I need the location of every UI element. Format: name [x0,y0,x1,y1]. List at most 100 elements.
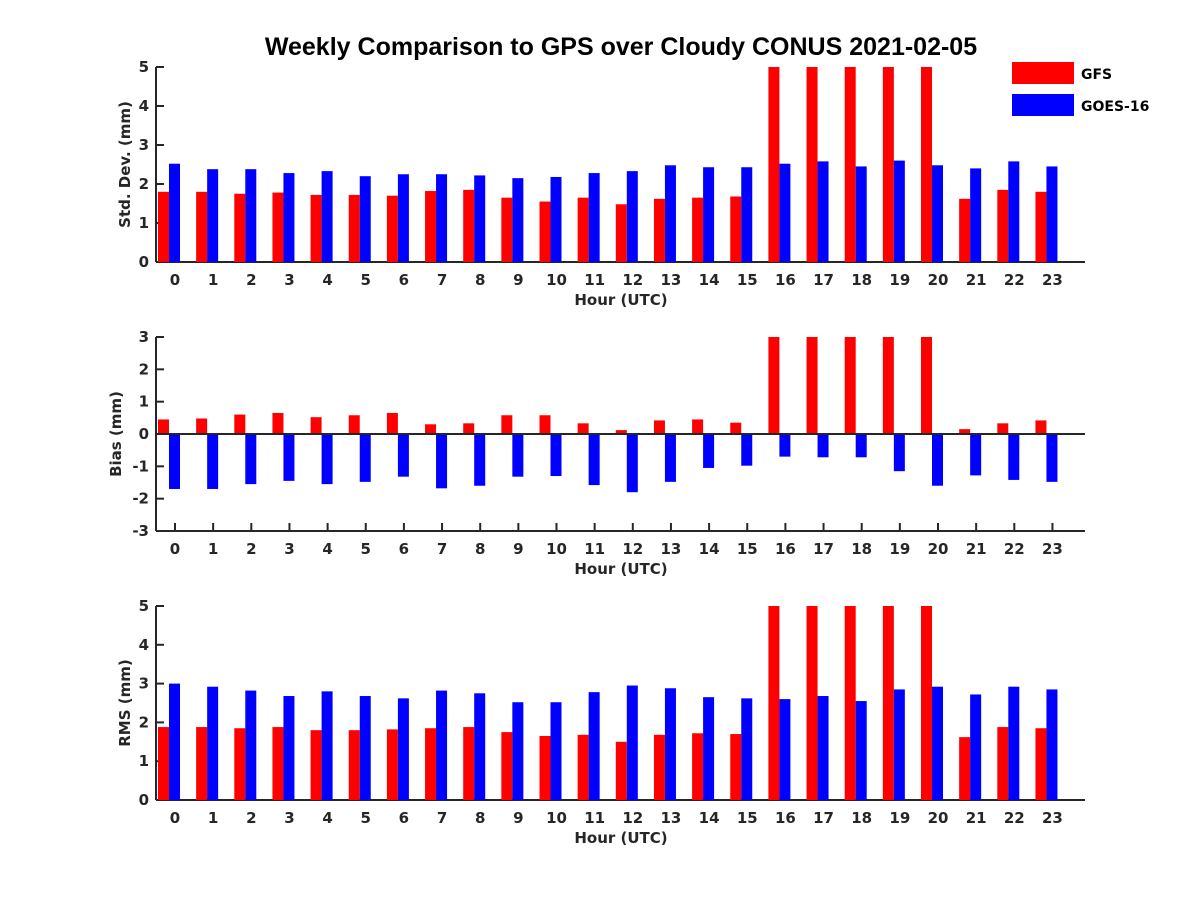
bar-gfs-hour-19 [882,67,894,262]
bar-gfs-hour-6 [386,195,398,262]
x-tick-label: 12 [622,809,643,827]
bar-goes16-hour-9 [512,434,524,477]
bar-gfs-hour-13 [653,420,665,434]
bar-gfs-hour-23 [1035,728,1047,800]
bar-gfs-hour-14 [692,733,704,800]
x-tick-label: 19 [889,540,910,558]
bar-goes16-hour-5 [359,434,371,482]
bar-goes16-hour-11 [588,692,600,800]
bar-goes16-hour-21 [970,168,982,262]
bar-goes16-hour-22 [1008,686,1020,800]
bar-goes16-hour-8 [474,175,486,262]
bar-gfs-hour-7 [425,191,437,262]
bar-gfs-hour-9 [501,415,513,434]
x-tick-label: 20 [928,809,949,827]
bar-gfs-hour-15 [730,196,742,262]
x-tick-label: 0 [170,271,180,289]
x-tick-label: 9 [513,540,523,558]
y-tick-label: 0 [139,425,149,443]
bar-gfs-hour-16 [768,67,780,262]
x-tick-label: 20 [928,271,949,289]
bar-gfs-hour-4 [310,730,322,800]
bar-gfs-hour-14 [692,197,704,262]
bar-goes16-hour-16 [779,434,791,457]
bar-gfs-hour-9 [501,732,513,800]
bar-gfs-hour-15 [730,734,742,800]
x-tick-label: 20 [928,540,949,558]
x-tick-label: 7 [437,540,447,558]
bar-goes16-hour-21 [970,694,982,800]
x-tick-label: 2 [246,271,256,289]
x-tick-label: 10 [546,540,567,558]
bar-goes16-hour-10 [550,434,562,477]
x-tick-label: 16 [775,809,796,827]
x-tick-label: 13 [661,271,682,289]
x-tick-label: 14 [699,271,720,289]
x-tick-label: 5 [361,271,371,289]
bar-gfs-hour-6 [386,412,398,434]
bar-gfs-hour-12 [615,430,627,434]
bar-goes16-hour-12 [626,434,638,493]
chart-title: Weekly Comparison to GPS over Cloudy CON… [265,33,977,61]
x-tick-label: 6 [399,540,409,558]
bar-goes16-hour-6 [397,698,409,800]
x-tick-label: 12 [622,271,643,289]
bar-goes16-hour-11 [588,173,600,262]
bar-goes16-hour-6 [397,174,409,262]
y-tick-label: -3 [132,522,149,540]
bar-gfs-hour-13 [653,734,665,800]
bar-goes16-hour-2 [245,434,257,485]
bar-goes16-hour-7 [436,434,448,489]
x-tick-label: 8 [475,540,485,558]
bar-goes16-hour-7 [436,174,448,262]
bar-goes16-hour-19 [893,160,905,262]
x-tick-label: 5 [361,809,371,827]
x-tick-label: 3 [284,809,294,827]
bar-goes16-hour-12 [626,171,638,262]
x-tick-label: 15 [737,809,758,827]
bar-gfs-hour-9 [501,197,513,262]
x-tick-label: 18 [851,540,872,558]
bar-goes16-hour-8 [474,434,486,486]
bar-gfs-hour-10 [539,415,551,434]
bar-gfs-hour-12 [615,741,627,800]
bar-gfs-hour-1 [196,418,208,434]
x-tick-label: 23 [1042,809,1063,827]
x-tick-label: 6 [399,809,409,827]
bar-goes16-hour-4 [321,691,333,800]
x-tick-label: 9 [513,809,523,827]
bar-gfs-hour-1 [196,191,208,262]
y-tick-label: 4 [139,97,149,115]
x-tick-label: 3 [284,271,294,289]
bar-goes16-hour-22 [1008,161,1020,262]
x-tick-label: 19 [889,809,910,827]
bar-goes16-hour-4 [321,434,333,485]
x-tick-label: 3 [284,540,294,558]
bar-gfs-hour-2 [234,193,246,262]
x-tick-label: 14 [699,809,720,827]
bar-goes16-hour-18 [855,166,867,262]
x-tick-label: 21 [966,809,987,827]
bar-gfs-hour-8 [463,727,475,800]
bar-goes16-hour-9 [512,178,524,262]
bar-gfs-hour-4 [310,194,322,262]
bar-goes16-hour-0 [169,163,180,262]
y-tick-label: 2 [139,713,149,731]
y-tick-label: 0 [139,253,149,271]
x-tick-label: 11 [584,540,605,558]
x-tick-label: 23 [1042,271,1063,289]
bar-goes16-hour-3 [283,173,295,262]
bar-gfs-hour-11 [577,734,589,800]
bar-goes16-hour-14 [703,697,715,800]
bar-goes16-hour-13 [664,165,676,262]
bar-gfs-hour-10 [539,201,551,262]
bar-goes16-hour-23 [1046,166,1058,262]
bar-gfs-hour-17 [806,606,818,800]
x-tick-label: 11 [584,809,605,827]
bar-goes16-hour-0 [169,434,180,489]
x-tick-label: 13 [661,809,682,827]
x-tick-label: 21 [966,271,987,289]
x-tick-label: 17 [813,540,834,558]
